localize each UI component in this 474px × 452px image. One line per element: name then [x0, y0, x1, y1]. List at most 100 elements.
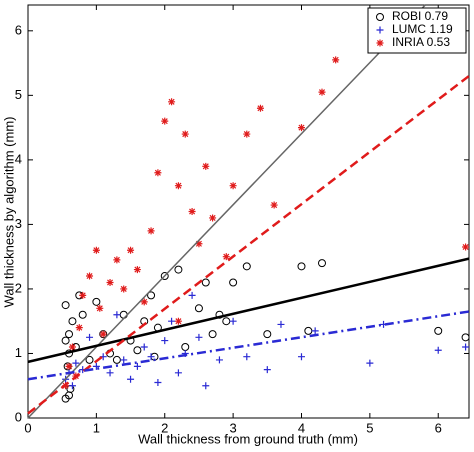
- legend-marker: [376, 26, 384, 34]
- marker: [78, 310, 87, 319]
- marker: [113, 256, 121, 264]
- marker: [168, 98, 176, 106]
- marker: [61, 336, 70, 345]
- marker: [434, 326, 443, 335]
- marker: [462, 343, 470, 351]
- y-tick-label: 2: [15, 280, 22, 295]
- marker: [174, 317, 182, 325]
- marker: [147, 291, 156, 300]
- marker: [99, 330, 107, 338]
- marker: [147, 227, 155, 235]
- y-tick-label: 6: [15, 22, 22, 37]
- marker: [168, 317, 176, 325]
- y-tick-label: 5: [15, 87, 22, 102]
- marker: [297, 124, 305, 132]
- x-tick-label: 0: [24, 420, 31, 435]
- marker: [188, 208, 196, 215]
- marker: [434, 346, 442, 354]
- marker: [68, 343, 76, 351]
- marker: [106, 278, 114, 286]
- marker: [140, 298, 148, 306]
- legend-label: ROBI 0.79: [392, 9, 448, 23]
- marker: [181, 130, 189, 138]
- legend-box: [367, 7, 467, 54]
- marker: [202, 382, 210, 390]
- marker: [297, 353, 305, 361]
- marker: [229, 278, 238, 287]
- marker: [133, 266, 141, 274]
- marker: [160, 272, 169, 281]
- marker: [202, 162, 210, 170]
- marker: [92, 246, 100, 254]
- marker: [174, 182, 182, 190]
- marker: [140, 343, 148, 351]
- marker: [222, 253, 230, 261]
- marker: [297, 262, 306, 271]
- marker: [68, 317, 77, 326]
- x-tick-label: 4: [298, 420, 305, 435]
- marker: [181, 343, 190, 352]
- marker: [92, 362, 100, 370]
- marker: [86, 272, 94, 280]
- y-tick-label: 3: [15, 216, 22, 231]
- marker: [161, 117, 169, 125]
- legend-marker: [376, 39, 384, 47]
- marker: [147, 353, 155, 361]
- x-tick-label: 1: [93, 420, 100, 435]
- marker: [61, 301, 70, 310]
- x-tick-label: 3: [229, 420, 236, 435]
- marker: [366, 359, 374, 367]
- marker: [222, 317, 231, 326]
- marker: [242, 262, 251, 271]
- marker: [208, 330, 217, 339]
- x-tick-label: 5: [366, 420, 373, 435]
- marker: [133, 346, 142, 355]
- marker: [92, 297, 101, 306]
- y-axis-label: Wall thickness by algorithm (mm): [1, 117, 16, 308]
- marker: [332, 56, 340, 64]
- y-tick-label: 0: [15, 409, 22, 424]
- fit-line: [27, 4, 426, 419]
- marker: [195, 240, 203, 248]
- marker: [194, 304, 203, 313]
- marker: [304, 326, 313, 335]
- marker: [133, 362, 141, 370]
- legend-marker: [376, 13, 384, 21]
- marker: [161, 337, 169, 345]
- marker: [277, 320, 285, 328]
- marker: [65, 330, 74, 339]
- marker: [65, 362, 73, 370]
- marker: [229, 317, 237, 325]
- marker: [127, 246, 135, 254]
- fit-line: [27, 74, 470, 415]
- marker: [311, 327, 319, 335]
- marker: [96, 304, 104, 312]
- marker: [243, 130, 251, 138]
- y-tick-label: 1: [15, 345, 22, 360]
- marker: [127, 375, 135, 383]
- marker: [106, 369, 114, 377]
- plot-frame: [27, 4, 470, 419]
- marker: [174, 265, 183, 274]
- legend-label: LUMC 1.19: [392, 22, 453, 36]
- marker: [188, 291, 196, 299]
- marker: [270, 201, 278, 209]
- marker: [263, 366, 271, 374]
- marker: [229, 182, 237, 190]
- marker: [263, 330, 272, 339]
- marker: [318, 259, 326, 268]
- x-tick-label: 2: [161, 420, 168, 435]
- marker: [154, 379, 162, 387]
- marker: [461, 333, 470, 342]
- marker: [119, 310, 128, 319]
- marker: [201, 278, 210, 287]
- marker: [120, 356, 128, 364]
- marker: [174, 369, 182, 377]
- marker: [79, 291, 87, 299]
- marker: [85, 355, 94, 364]
- y-tick-label: 4: [15, 151, 22, 166]
- marker: [112, 355, 121, 364]
- marker: [120, 285, 128, 293]
